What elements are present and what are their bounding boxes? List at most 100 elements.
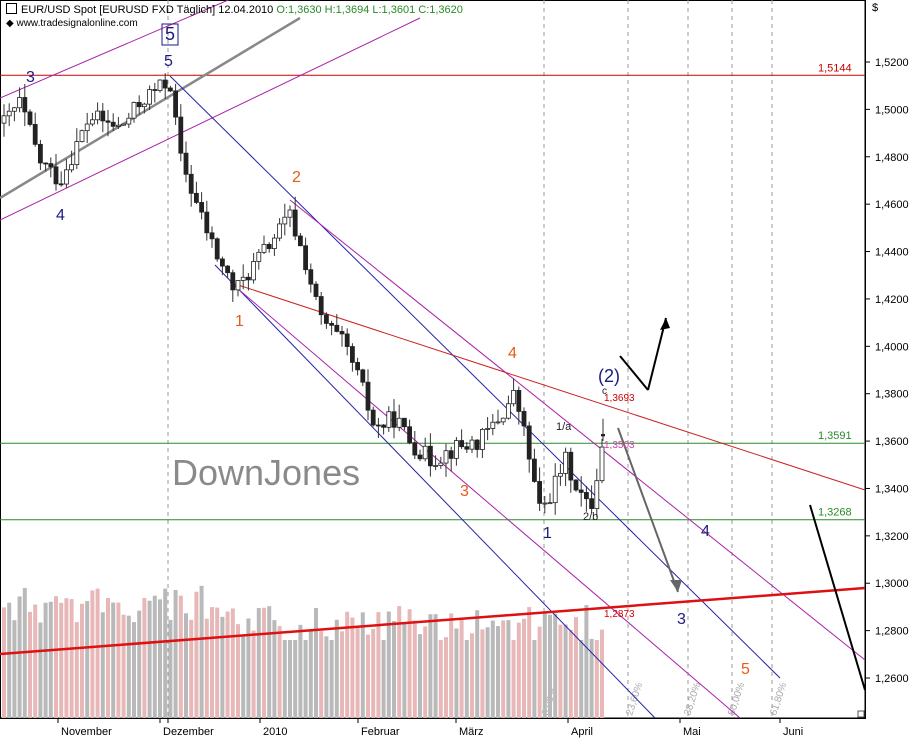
volume-bar (210, 607, 214, 718)
wave-label: 2/b (583, 511, 598, 523)
trend-line (229, 281, 741, 719)
candle-body (27, 111, 33, 125)
volume-bar (360, 612, 365, 718)
currency-label: $ (872, 2, 879, 14)
wave-label: 4 (56, 207, 65, 224)
candle-body (152, 89, 158, 91)
candle-body (100, 110, 106, 122)
candle-body (318, 296, 324, 316)
candle-body (22, 97, 28, 113)
price-level-label: 1,5144 (818, 62, 852, 74)
volume-bar (418, 634, 422, 718)
volume-bar (251, 630, 256, 718)
volume-bar (267, 606, 272, 718)
chart-window-icon[interactable] (6, 3, 17, 14)
y-tick-label: 1,4600 (875, 199, 909, 211)
volume-bar (126, 615, 131, 718)
volume-bar (116, 602, 121, 718)
candle-body (225, 265, 231, 274)
volume-bar (584, 605, 589, 718)
volume-bar (137, 610, 142, 718)
candle-body (329, 323, 335, 326)
candle-body (537, 481, 542, 504)
x-tick-label: Februar (361, 726, 400, 738)
chart-title: EUR/USD Spot [EURUSD FXD Täglich] 12.04.… (21, 4, 274, 16)
volume-bar (319, 631, 324, 718)
last-candle-body (601, 433, 605, 437)
trend-line (619, 355, 649, 391)
volume-bar (324, 636, 329, 718)
candle-body (230, 272, 236, 291)
volume-bar (480, 629, 485, 718)
plot-frame (0, 0, 866, 719)
volume-bar (277, 626, 282, 718)
volume-bar (220, 616, 225, 718)
candle-body (64, 169, 69, 185)
candle-body (292, 209, 298, 237)
candle-body (261, 243, 267, 253)
trend-line (231, 282, 866, 491)
wave-label: 4 (701, 523, 710, 540)
volume-bar (215, 607, 220, 718)
candle-body (204, 211, 210, 234)
wave-label: 1 (235, 313, 244, 330)
volume-bar (33, 604, 38, 718)
volume-bar (43, 602, 48, 718)
candle-body (48, 163, 54, 168)
y-tick-label: 1,3800 (875, 389, 909, 401)
price-label: 1,3503 (604, 440, 635, 451)
volume-bar (579, 640, 584, 718)
volume-bar (262, 607, 266, 718)
candle-body (240, 276, 246, 281)
candle-body (573, 479, 579, 491)
candle-body (38, 143, 43, 164)
volume-bar (568, 629, 573, 718)
candle-body (136, 102, 142, 108)
volume-bar (532, 640, 537, 718)
candle-body (407, 426, 413, 444)
volume-bar (230, 608, 235, 718)
y-tick-label: 1,2600 (875, 673, 909, 685)
volume-bar (199, 585, 204, 718)
candle-body (532, 458, 537, 482)
volume-bar (412, 620, 417, 718)
y-tick-label: 1,4000 (875, 341, 909, 353)
candle-body (370, 409, 376, 426)
volume-bar (111, 602, 116, 718)
volume-bar (522, 618, 526, 718)
candle-body (422, 445, 428, 460)
price-label: 1,3693 (604, 393, 635, 404)
volume-bar (350, 617, 355, 718)
volume-bar (272, 620, 277, 718)
volume-bar (407, 609, 412, 718)
volume-bar (142, 597, 147, 718)
wave-label: 1 (543, 525, 552, 542)
candle-body (599, 446, 605, 482)
volume-bar (433, 614, 438, 718)
candle-body (526, 425, 532, 460)
volume-bar (402, 623, 407, 718)
candle-body (401, 417, 407, 428)
volume-bar (542, 611, 547, 718)
wave-label: c (602, 386, 607, 397)
candle-body (178, 116, 184, 154)
resize-handle[interactable] (857, 710, 865, 718)
candle-body (79, 130, 85, 142)
volume-bar (496, 626, 500, 718)
volume-bar (563, 624, 568, 718)
volume-bar (298, 624, 303, 718)
candle-body (162, 79, 168, 89)
candle-body (131, 102, 137, 119)
candle-body (266, 243, 272, 249)
volume-bar (184, 613, 188, 718)
candle-body (521, 411, 527, 427)
wave-label: 3 (26, 69, 35, 86)
volume-bar (48, 601, 53, 718)
volume-bar (490, 620, 495, 718)
trend-line (289, 199, 866, 661)
volume-bar (168, 619, 173, 718)
volume-bar (397, 606, 402, 718)
wave-label: 5 (165, 24, 175, 44)
volume-bar (28, 611, 32, 718)
